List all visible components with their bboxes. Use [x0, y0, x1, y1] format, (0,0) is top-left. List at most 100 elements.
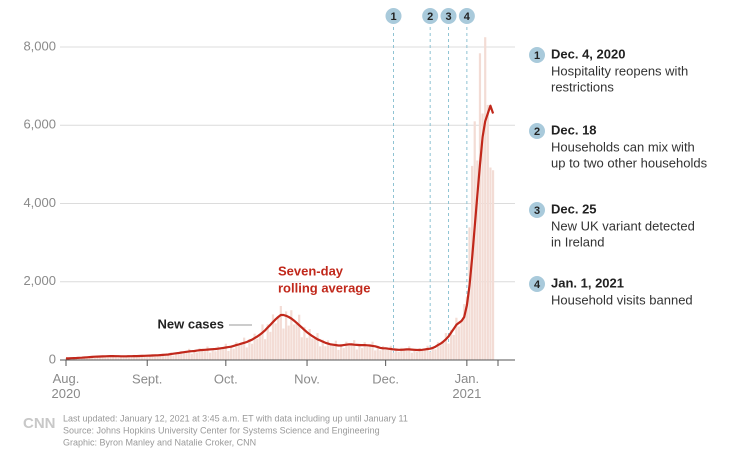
bar-annotation: New cases — [158, 316, 225, 331]
bar — [405, 349, 408, 360]
bar — [153, 356, 157, 360]
bar — [337, 349, 340, 360]
event-date: Jan. 1, 2021 — [551, 275, 624, 290]
bar — [455, 317, 458, 360]
bar — [256, 338, 259, 360]
event-date: Dec. 18 — [551, 122, 597, 137]
event-marker — [440, 8, 457, 24]
bar — [389, 345, 392, 360]
rolling-average-line — [66, 104, 495, 360]
bar — [334, 340, 337, 360]
bar — [88, 356, 91, 360]
bar — [232, 348, 235, 360]
event-number: 1 — [534, 50, 540, 62]
event-number: 2 — [534, 126, 540, 138]
bar — [214, 351, 217, 360]
bar — [195, 352, 199, 360]
logo: CNN — [23, 415, 56, 432]
bar — [340, 344, 343, 360]
bar — [298, 314, 301, 360]
bar — [489, 167, 492, 360]
bar — [211, 348, 214, 360]
bar — [127, 356, 130, 360]
bar — [182, 352, 185, 360]
x-tick-label: Aug. 2020 — [52, 371, 81, 401]
bar — [114, 355, 117, 360]
event-marker-number: 3 — [445, 11, 451, 23]
bar — [316, 333, 319, 360]
bar — [319, 346, 322, 360]
footer-text: Last updated: January 12, 2021 at 3:45 a… — [63, 413, 408, 423]
bar — [442, 341, 445, 360]
bar — [313, 337, 316, 360]
bar — [119, 355, 123, 360]
bar — [258, 334, 261, 360]
event-marker — [458, 8, 475, 24]
footer-text: Source: Johns Hopkins University Center … — [63, 425, 380, 435]
bar — [292, 324, 296, 360]
bar — [311, 338, 314, 360]
bar — [384, 349, 387, 360]
bar — [324, 346, 327, 360]
event-marker — [529, 47, 545, 63]
bar — [133, 354, 136, 360]
bar — [253, 333, 256, 360]
bar — [138, 355, 141, 360]
bar — [415, 352, 419, 360]
bar — [329, 345, 332, 360]
y-tick-label: 0 — [49, 351, 56, 366]
event-marker-number: 4 — [464, 11, 471, 23]
x-tick-label: Dec. — [372, 371, 399, 386]
bar — [101, 356, 104, 360]
event-text: Household visits banned — [551, 292, 693, 307]
event-text: Households can mix with — [551, 139, 695, 154]
event-date: Dec. 25 — [551, 201, 597, 216]
bar — [400, 347, 403, 360]
bar — [185, 351, 188, 360]
bar — [345, 341, 348, 360]
bar — [374, 350, 377, 360]
bar — [261, 324, 264, 360]
bar — [177, 354, 180, 360]
bar — [159, 356, 162, 360]
bar — [491, 170, 495, 360]
bar — [332, 344, 335, 360]
bar — [387, 348, 390, 360]
event-number: 3 — [534, 205, 540, 217]
bar — [392, 352, 395, 360]
bar — [164, 355, 167, 360]
bar — [486, 104, 489, 360]
bar — [342, 348, 345, 360]
bar — [290, 310, 293, 360]
bar — [366, 346, 369, 360]
bar — [266, 324, 269, 360]
bar — [368, 345, 372, 360]
x-tick-label: Sept. — [132, 371, 162, 386]
bar — [156, 354, 159, 360]
bar — [188, 348, 191, 360]
x-tick-label: Oct. — [214, 371, 238, 386]
bar — [460, 320, 463, 360]
bar — [190, 353, 193, 360]
bar — [413, 348, 416, 360]
bar — [250, 343, 254, 360]
bar — [146, 356, 149, 360]
bar — [80, 358, 83, 360]
bar — [209, 352, 212, 360]
bar — [284, 311, 288, 360]
footer-text: Graphic: Byron Manley and Natalie Croker… — [63, 437, 256, 447]
bar — [326, 340, 330, 360]
bar — [130, 356, 133, 360]
bar — [96, 355, 99, 360]
bar — [264, 339, 267, 360]
bar — [140, 356, 144, 360]
bar — [347, 345, 351, 360]
bar — [279, 306, 282, 360]
bar — [85, 357, 89, 360]
line-annotation: Seven-day — [278, 263, 344, 278]
bar — [117, 357, 120, 360]
bar — [423, 349, 427, 360]
bar — [125, 355, 128, 360]
bar — [395, 348, 398, 360]
